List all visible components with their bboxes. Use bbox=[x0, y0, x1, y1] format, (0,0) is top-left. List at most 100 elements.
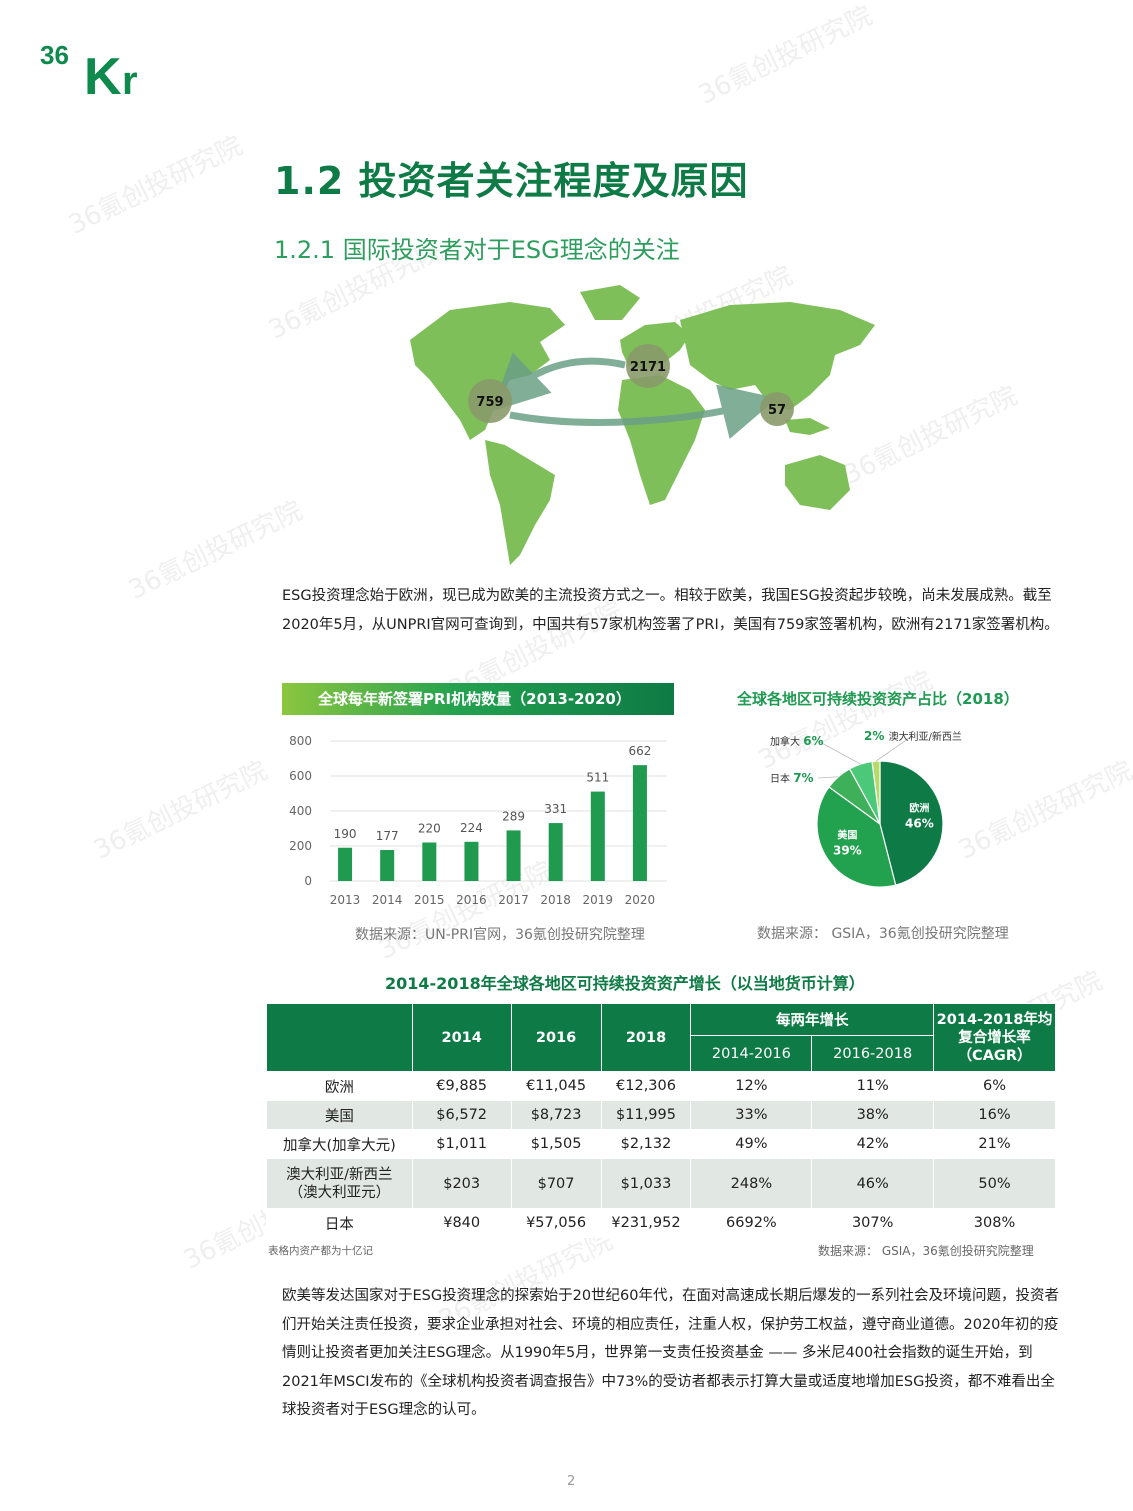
bar bbox=[338, 847, 353, 881]
pie-leader-line bbox=[817, 776, 839, 779]
body-paragraph: 欧美等发达国家对于ESG投资理念的探索始于20世纪60年代，在面对高速成长期后爆… bbox=[282, 1288, 1059, 1418]
x-tick-label: 2017 bbox=[498, 893, 529, 907]
svg-text:759: 759 bbox=[476, 395, 503, 410]
bar-value-label: 220 bbox=[418, 822, 441, 836]
header-growth-2014-2016: 2014-2016 bbox=[690, 1035, 813, 1072]
bar-chart-source: 数据来源：UN-PRI官网，36氪创投研究院整理 bbox=[355, 927, 645, 943]
bar-value-label: 662 bbox=[628, 744, 651, 758]
x-tick-label: 2019 bbox=[583, 893, 614, 907]
bar bbox=[548, 823, 563, 881]
pie-outside-label: 2% 澳大利亚/新西兰 bbox=[864, 729, 962, 743]
header-2016: 2016 bbox=[510, 1003, 602, 1072]
table-note: 表格内资产都为十亿记 bbox=[268, 1245, 373, 1257]
cell-growth-2: 42% bbox=[811, 1129, 935, 1159]
bar bbox=[506, 830, 521, 881]
cell-cagr: 16% bbox=[933, 1100, 1056, 1130]
header-region bbox=[266, 1003, 413, 1072]
bar bbox=[590, 791, 605, 881]
cell-region: 美国 bbox=[266, 1100, 413, 1130]
pie-slice-value: 39% bbox=[833, 844, 862, 858]
watermark: 36氪创投研究院 bbox=[64, 130, 248, 241]
cell-region: 加拿大(加拿大元) bbox=[266, 1129, 413, 1159]
bubble-china: 57 bbox=[760, 392, 794, 426]
cell-2014: ¥840 bbox=[411, 1208, 512, 1238]
cell-2014: $203 bbox=[411, 1158, 512, 1209]
page-title: 1.2 投资者关注程度及原因 bbox=[274, 159, 749, 203]
continents bbox=[410, 285, 875, 565]
cell-2014: $6,572 bbox=[411, 1100, 512, 1130]
table-row: 欧洲 €9,885 €11,045 €12,306 12% 11% 6% bbox=[266, 1071, 1056, 1101]
cell-2018: ¥231,952 bbox=[600, 1208, 692, 1238]
svg-text:36: 36 bbox=[40, 40, 69, 70]
cell-2014: €9,885 bbox=[411, 1071, 512, 1101]
watermark: 36氪创投研究院 bbox=[124, 495, 308, 606]
pie-chart: 欧洲 46% 美国 39% 日本 7% 加拿大 6% 2% 澳大利亚/新西兰 bbox=[770, 729, 962, 888]
cell-2018: $1,033 bbox=[600, 1158, 692, 1209]
pie-leader-line bbox=[817, 740, 861, 765]
bubble-europe: 2171 bbox=[626, 344, 670, 388]
cell-2016: €11,045 bbox=[510, 1071, 602, 1101]
arrow-europe-to-usa bbox=[491, 352, 626, 412]
bar-value-label: 331 bbox=[544, 802, 567, 816]
cell-region: 欧洲 bbox=[266, 1071, 413, 1101]
intro-paragraph: ESG投资理念始于欧洲，现已成为欧美的主流投资方式之一。相较于欧美，我国ESG投… bbox=[282, 588, 1059, 633]
x-tick-label: 2020 bbox=[625, 893, 656, 907]
cell-growth-1: 49% bbox=[690, 1129, 813, 1159]
pie-slice bbox=[879, 760, 944, 886]
x-tick-label: 2015 bbox=[414, 893, 445, 907]
bar-value-label: 511 bbox=[586, 771, 609, 785]
header-2014: 2014 bbox=[411, 1003, 512, 1072]
section-subtitle: 1.2.1 国际投资者对于ESG理念的关注 bbox=[274, 236, 680, 264]
cell-cagr: 308% bbox=[933, 1208, 1056, 1238]
pie-chart-title: 全球各地区可持续投资资产占比（2018） bbox=[737, 690, 1019, 708]
svg-text:57: 57 bbox=[768, 403, 786, 418]
cell-region: 澳大利亚/新西兰（澳大利亚元） bbox=[266, 1158, 413, 1209]
header-2018: 2018 bbox=[600, 1003, 692, 1072]
svg-text:2171: 2171 bbox=[630, 360, 666, 375]
pie-slice-value: 46% bbox=[905, 816, 934, 830]
cell-2018: $2,132 bbox=[600, 1129, 692, 1159]
bar-chart: 0 200 400 600 800 190 2013 177 2014 220 2015 224 201… bbox=[289, 734, 667, 907]
bar-value-label: 289 bbox=[502, 809, 525, 823]
cell-growth-1: 6692% bbox=[690, 1208, 813, 1238]
y-tick-label: 400 bbox=[289, 804, 312, 818]
world-map: 2171 759 57 bbox=[410, 285, 875, 565]
bar-value-label: 224 bbox=[460, 821, 483, 835]
y-tick-label: 600 bbox=[289, 769, 312, 783]
cell-2018: €12,306 bbox=[600, 1071, 692, 1101]
cell-growth-1: 12% bbox=[690, 1071, 813, 1101]
cell-growth-1: 33% bbox=[690, 1100, 813, 1130]
cell-2016: $707 bbox=[510, 1158, 602, 1209]
pie-slice bbox=[871, 760, 881, 825]
y-tick-label: 200 bbox=[289, 839, 312, 853]
header-growth-2016-2018: 2016-2018 bbox=[811, 1035, 935, 1072]
bar-value-label: 177 bbox=[376, 829, 399, 843]
bar bbox=[422, 842, 437, 881]
cell-cagr: 21% bbox=[933, 1129, 1056, 1159]
bar-value-label: 190 bbox=[334, 827, 357, 841]
cell-growth-2: 38% bbox=[811, 1100, 935, 1130]
watermark: 36氪创投研究院 bbox=[89, 755, 273, 866]
pie-chart-source: 数据来源： GSIA，36氪创投研究院整理 bbox=[757, 926, 1009, 942]
arrow-usa-to-china bbox=[509, 384, 778, 439]
svg-text:K: K bbox=[84, 48, 122, 98]
bar bbox=[380, 850, 395, 881]
bar bbox=[632, 765, 647, 881]
svg-text:r: r bbox=[122, 59, 138, 98]
cell-growth-2: 307% bbox=[811, 1208, 935, 1238]
growth-table: 2014 2016 2018 每两年增长 2014-2018年均复合增长率（CA… bbox=[266, 1003, 1056, 1238]
cell-2014: $1,011 bbox=[411, 1129, 512, 1159]
pie-outside-label: 日本 7% bbox=[770, 771, 814, 785]
x-tick-label: 2014 bbox=[372, 893, 403, 907]
36kr-logo: 36 K r bbox=[40, 34, 150, 98]
table-row: 加拿大(加拿大元) $1,011 $1,505 $2,132 49% 42% 2… bbox=[266, 1129, 1056, 1159]
cell-2016: $1,505 bbox=[510, 1129, 602, 1159]
cell-region: 日本 bbox=[266, 1208, 413, 1238]
y-tick-label: 0 bbox=[304, 874, 312, 888]
table-source: 数据来源： GSIA，36氪创投研究院整理 bbox=[818, 1244, 1034, 1258]
bar-chart-title: 全球每年新签署PRI机构数量（2013-2020） bbox=[282, 683, 674, 715]
pie-slice bbox=[816, 786, 897, 888]
table-title: 2014-2018年全球各地区可持续投资资产增长（以当地货币计算） bbox=[385, 974, 865, 993]
pie-slice-name: 美国 bbox=[837, 829, 857, 842]
header-growth: 每两年增长 bbox=[690, 1003, 935, 1036]
